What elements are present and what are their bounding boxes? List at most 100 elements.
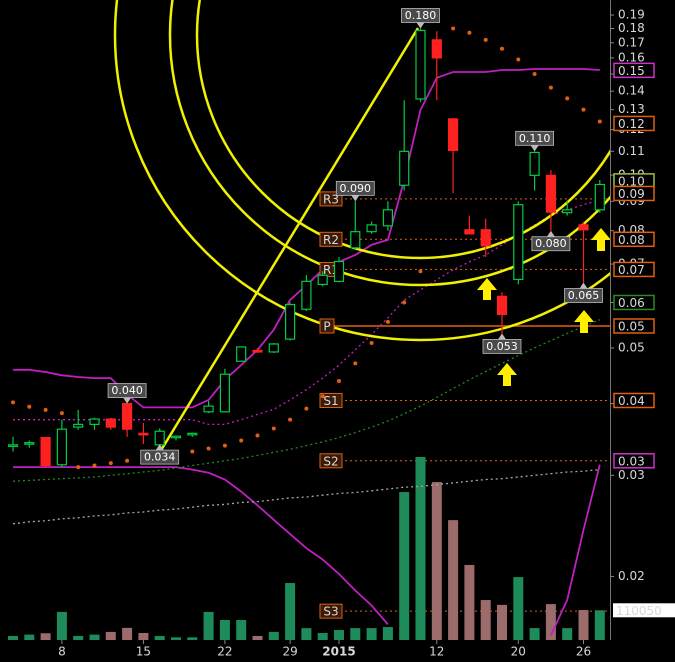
sar-dot — [76, 465, 81, 470]
sar-dot — [239, 438, 244, 443]
drawing-tools — [113, 0, 610, 453]
price-tag-label: 0.08 — [618, 233, 645, 247]
volume-bar — [73, 635, 84, 640]
volume-bar — [138, 632, 149, 640]
pivot-box — [319, 453, 343, 469]
candle-body — [382, 209, 393, 227]
sar-dot — [92, 463, 97, 468]
volume-bar — [464, 564, 475, 640]
sar-dot — [548, 85, 553, 90]
sar-dot — [43, 407, 48, 412]
candle-body — [236, 346, 247, 362]
price-tag — [613, 453, 655, 469]
candle-body — [431, 39, 442, 59]
candle-body — [317, 274, 328, 286]
volume-bar — [268, 631, 279, 640]
volume-bar — [317, 632, 328, 640]
price-tag — [613, 115, 655, 132]
sar-dot — [369, 341, 374, 346]
x-tick-label: 8 — [58, 645, 66, 659]
callout-label: 0.065 — [568, 289, 600, 302]
volume-bar — [594, 610, 605, 640]
y-tick-label: 0.14 — [618, 84, 645, 98]
volume-bar — [545, 604, 556, 640]
volume-bar — [301, 628, 312, 640]
sar-dot — [597, 119, 602, 124]
y-tick-label: 0.16 — [618, 50, 645, 64]
sar-dot — [222, 443, 227, 448]
axes: 0.02 0.03 0.04 0.05 0.06 0.07 0.08 0.090.10 0.11… — [58, 8, 675, 659]
price-tag — [613, 261, 655, 278]
price-tag-label: 0.05 — [618, 319, 645, 333]
candle-body — [301, 280, 312, 310]
sar-dot — [304, 406, 309, 411]
fib-arc — [195, 0, 610, 260]
candle-body — [333, 260, 345, 282]
volume-bar — [513, 577, 524, 640]
sar-dot — [337, 378, 341, 383]
volume-bar — [236, 620, 247, 640]
volume-bar — [285, 583, 296, 640]
sar-dot — [467, 30, 472, 35]
x-tick-label: 22 — [217, 645, 232, 659]
price-tag-label: 0.12 — [618, 117, 645, 131]
pivot-label: S2 — [323, 454, 338, 468]
sar-dot — [451, 26, 456, 31]
sar-dot — [565, 96, 570, 101]
callout-pointer — [579, 282, 588, 289]
sar-dot — [353, 361, 358, 366]
callout-label: 0.053 — [486, 340, 518, 353]
callout-pointer — [155, 444, 164, 451]
sar-dot — [288, 417, 293, 422]
sar-dot — [27, 404, 32, 409]
volume-bar — [203, 611, 214, 640]
pivot-box — [319, 231, 343, 247]
candle-body — [415, 29, 426, 100]
candle-body — [545, 174, 557, 213]
sar-dot — [320, 394, 325, 399]
sar-dot — [418, 269, 423, 274]
candle-body — [350, 231, 361, 249]
x-tick-label: 15 — [136, 645, 151, 659]
y-tick-label: 0.17 — [618, 35, 645, 49]
volume-bar — [431, 482, 442, 640]
candle-body — [56, 428, 68, 466]
candle-body — [480, 229, 491, 247]
price-tag — [613, 318, 655, 334]
pivot-box — [319, 318, 335, 334]
volume-bar — [252, 635, 263, 640]
arrow — [574, 310, 594, 333]
sar-dot — [483, 37, 488, 42]
sar-dot — [271, 426, 276, 431]
candle-body — [138, 432, 149, 436]
candle-body — [578, 224, 589, 231]
y-tick-label: 0.05 — [618, 340, 645, 354]
volume-bar — [448, 520, 459, 640]
indicator-line — [13, 199, 600, 426]
candle-body — [7, 444, 19, 447]
pivot-label: R2 — [323, 233, 339, 247]
volume-bar — [366, 628, 377, 640]
price-tag-label: 0.07 — [618, 263, 645, 277]
callout-pointer — [416, 22, 425, 29]
callout-label: 0.080 — [535, 237, 567, 250]
y-tick-label: 0.11 — [618, 144, 645, 158]
x-tick-label: 2015 — [322, 645, 355, 659]
arrows — [477, 228, 611, 386]
pivot-label: P — [323, 319, 330, 333]
x-tick-label: 29 — [282, 645, 297, 659]
volume-bar — [480, 600, 491, 640]
candle-body — [399, 150, 410, 186]
volume-bar — [89, 634, 100, 640]
y-tick-label: 0.02 — [618, 569, 645, 583]
price-tag-label: 0.03 — [618, 454, 645, 468]
price-tag — [613, 231, 655, 248]
candle-body — [366, 224, 377, 233]
indicator-line — [12, 319, 601, 482]
candle-body — [594, 183, 605, 211]
indicator-line — [12, 468, 600, 525]
price-tag — [613, 185, 655, 202]
volume-bar — [24, 634, 35, 640]
candle-body — [513, 204, 524, 281]
sar-dot — [500, 46, 504, 51]
